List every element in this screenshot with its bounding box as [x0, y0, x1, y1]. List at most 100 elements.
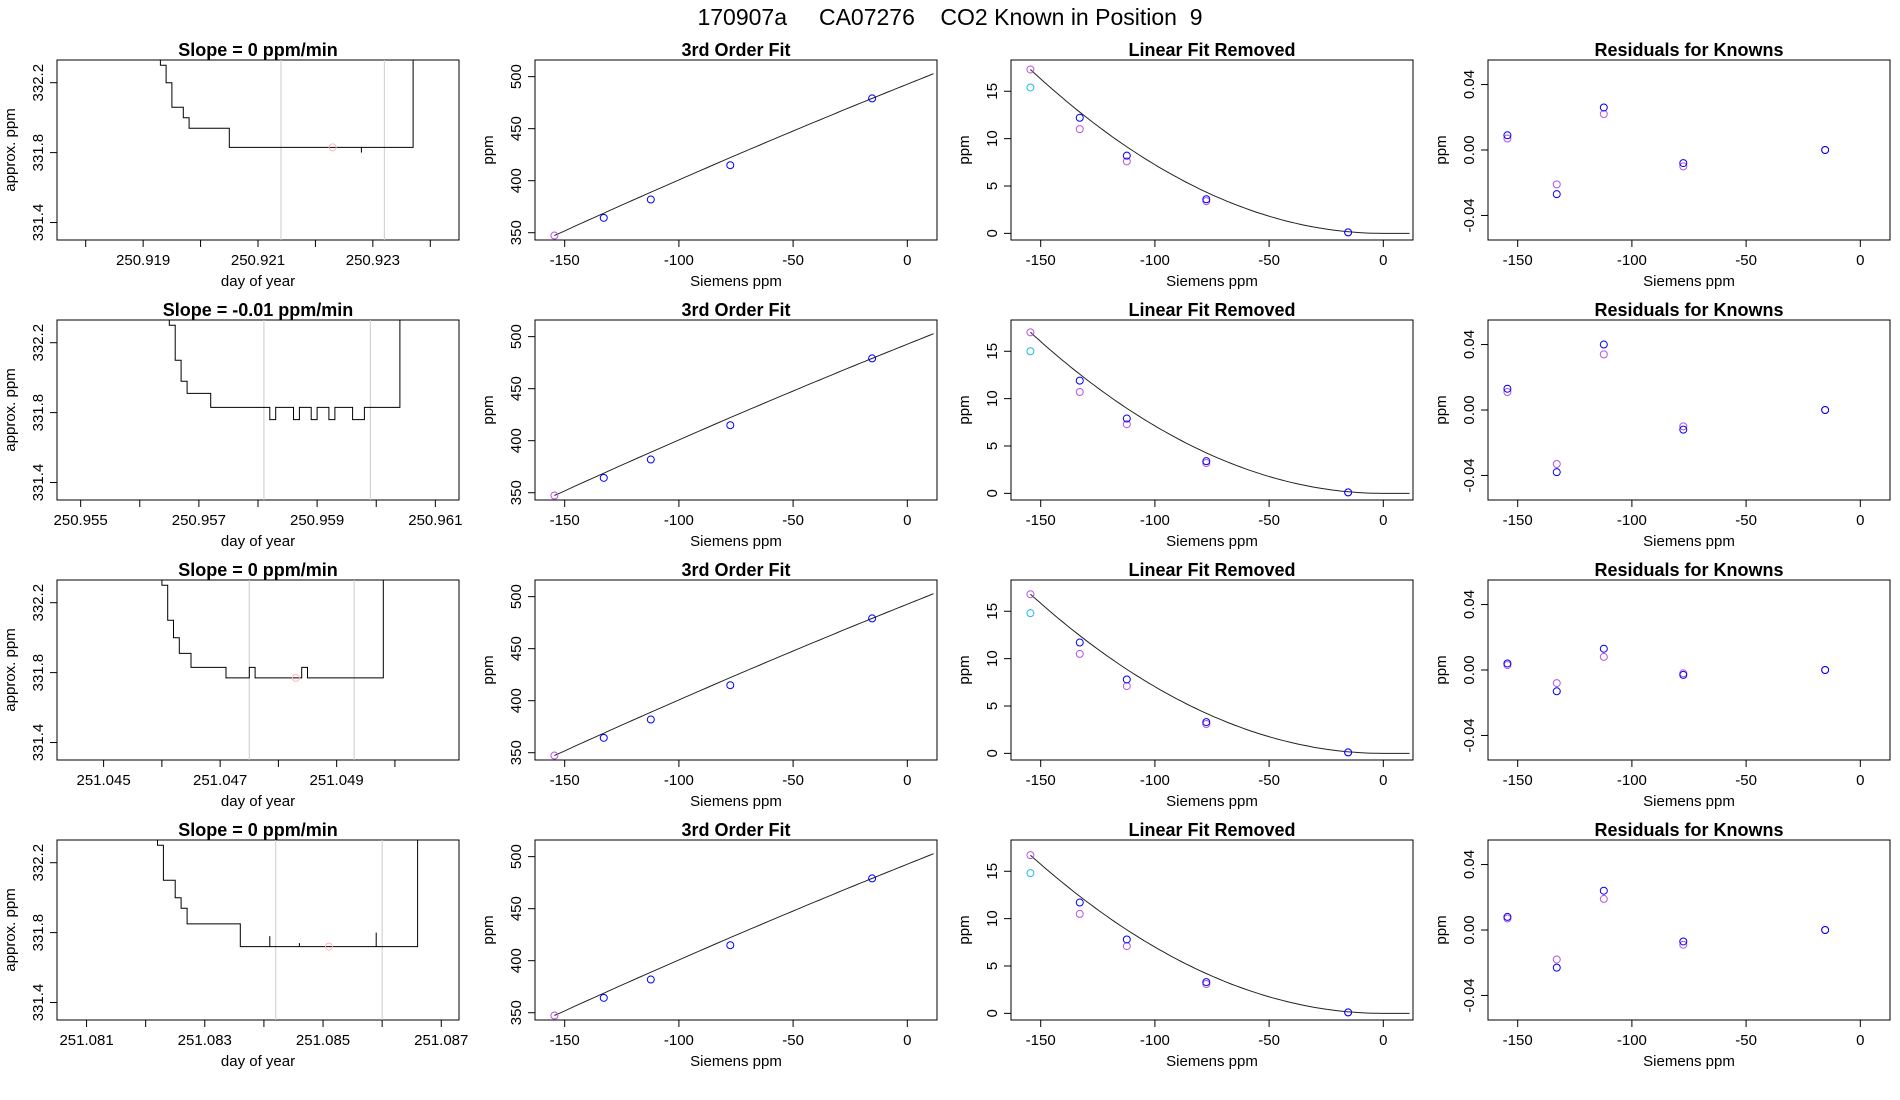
data-point	[550, 491, 559, 500]
measured-point	[1503, 661, 1512, 670]
x-tick-label: -150	[1503, 772, 1533, 789]
x-axis-label: Siemens ppm	[1643, 1053, 1735, 1070]
y-tick-label: 10	[984, 130, 1001, 147]
chart-panel-linear_removed-2: Linear Fit Removed Siemens ppm ppm -150 -100…	[956, 560, 1414, 810]
data-point	[868, 874, 877, 883]
x-tick-label: -100	[1140, 252, 1170, 269]
known-point	[1599, 340, 1608, 349]
chart-title: 3rd Order Fit	[681, 820, 790, 840]
x-tick-label: 0	[1856, 772, 1864, 789]
measured-point	[1679, 669, 1688, 678]
chart-title: Residuals for Knowns	[1594, 560, 1783, 580]
measured-point	[1122, 420, 1131, 429]
y-tick-label: 450	[508, 116, 525, 141]
plot-frame	[1010, 579, 1414, 761]
y-tick-label: 331.4	[30, 464, 47, 502]
cyan-point	[1026, 83, 1035, 92]
chart-title: Residuals for Knowns	[1594, 820, 1783, 840]
x-tick-label: -150	[1503, 1032, 1533, 1049]
y-tick-label: 400	[508, 948, 525, 973]
y-tick-label: 0	[984, 489, 1001, 497]
data-point	[599, 213, 608, 222]
known-point	[1552, 468, 1561, 477]
plot-frame	[56, 579, 460, 761]
plot-area	[1503, 103, 1830, 199]
known-point	[1122, 935, 1131, 944]
x-tick-label: 250.955	[54, 512, 108, 529]
known-point	[1344, 488, 1353, 497]
y-tick-label: 331.4	[30, 204, 47, 242]
y-axis-label: ppm	[1433, 395, 1450, 424]
plot-area	[1026, 590, 1410, 757]
chart-title: Linear Fit Removed	[1128, 820, 1295, 840]
x-tick-label: -50	[782, 1032, 804, 1049]
measured-point	[1075, 125, 1084, 134]
chart-panel-fit-3: 3rd Order Fit Siemens ppm ppm -150 -100 -50 0 3…	[480, 820, 938, 1070]
y-tick-label: 332.2	[30, 844, 47, 882]
plot-frame	[534, 579, 938, 761]
y-tick-label: 500	[508, 584, 525, 609]
y-axis-label: approx. ppm	[2, 628, 19, 711]
y-tick-label: 5	[984, 702, 1001, 710]
chart-title: Slope = 0 ppm/min	[178, 820, 338, 840]
y-tick-label: 0	[984, 749, 1001, 757]
y-tick-label: 332.2	[30, 64, 47, 102]
y-axis-label: approx. ppm	[2, 368, 19, 451]
data-point	[599, 733, 608, 742]
y-axis-label: ppm	[956, 655, 973, 684]
measured-point	[1599, 894, 1608, 903]
y-tick-label: 332.2	[30, 584, 47, 622]
trace-line	[159, 60, 414, 153]
x-axis-label: Siemens ppm	[1643, 273, 1735, 290]
x-tick-label: -50	[1735, 1032, 1757, 1049]
measured-point	[1122, 942, 1131, 951]
chart-panel-residuals-2: Residuals for Knowns Siemens ppm ppm -150 -1…	[1433, 560, 1891, 810]
chart-title: Linear Fit Removed	[1128, 40, 1295, 60]
x-tick-label: -150	[1026, 512, 1056, 529]
x-tick-label: -150	[550, 512, 580, 529]
measured-point	[1552, 180, 1561, 189]
measured-point	[1026, 590, 1035, 599]
measured-point	[1075, 388, 1084, 396]
measured-point	[1026, 65, 1035, 74]
y-tick-label: 10	[984, 390, 1001, 407]
x-tick-label: 0	[1856, 252, 1864, 269]
y-tick-label: 15	[984, 603, 1001, 620]
y-tick-label: 331.8	[30, 914, 47, 952]
measured-point	[1503, 134, 1512, 143]
cyan-point	[1026, 609, 1035, 618]
x-tick-label: -100	[664, 1032, 694, 1049]
x-axis-label: Siemens ppm	[690, 533, 782, 550]
x-tick-label: 251.045	[76, 772, 130, 789]
known-point	[1679, 159, 1688, 168]
y-tick-label: 500	[508, 324, 525, 349]
known-point	[1599, 886, 1608, 895]
data-point	[868, 614, 877, 623]
y-axis-label: ppm	[1433, 135, 1450, 164]
plot-area	[1503, 644, 1830, 696]
y-tick-label: 500	[508, 64, 525, 89]
x-tick-label: -100	[1140, 772, 1170, 789]
chart-title: Linear Fit Removed	[1128, 300, 1295, 320]
y-tick-label: -0.04	[1461, 198, 1478, 232]
data-point	[726, 421, 735, 430]
data-point	[646, 715, 655, 724]
known-point	[1122, 414, 1131, 423]
mean-point	[328, 143, 337, 152]
y-axis-label: ppm	[956, 915, 973, 944]
y-tick-label: 331.4	[30, 984, 47, 1022]
x-tick-label: -50	[1258, 512, 1280, 529]
y-tick-label: 331.4	[30, 724, 47, 762]
measured-point	[1503, 388, 1512, 396]
y-tick-label: 400	[508, 168, 525, 193]
y-tick-label: 0.04	[1461, 850, 1478, 879]
cyan-point	[1026, 347, 1035, 356]
plot-frame	[1010, 319, 1414, 501]
measured-point	[1026, 851, 1035, 860]
fit-curve	[1030, 331, 1410, 494]
data-point	[868, 94, 877, 103]
data-point	[599, 993, 608, 1002]
y-axis-label: ppm	[1433, 915, 1450, 944]
x-tick-label: -150	[1026, 252, 1056, 269]
y-tick-label: 15	[984, 83, 1001, 100]
